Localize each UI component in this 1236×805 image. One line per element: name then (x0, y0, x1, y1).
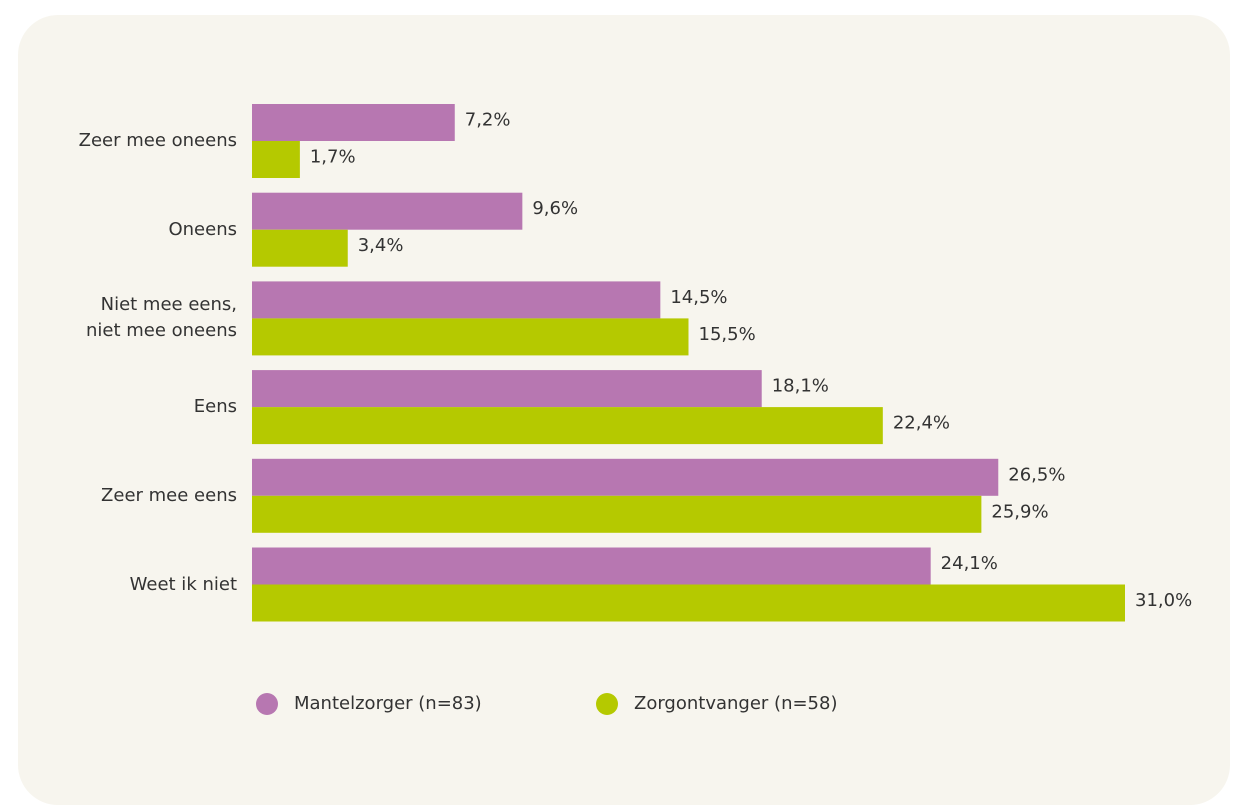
category-label: Oneens (168, 218, 237, 240)
bar (252, 370, 762, 408)
page: 7,2% 1,7% 9,6% 3,4% 14,5% 15,5% 18,1% 22,4% 26,5… (18, 15, 1230, 805)
category-label: Zeer mee oneens (78, 130, 237, 151)
bar (252, 229, 348, 267)
value-label: 9,6% (532, 198, 578, 219)
value-label: 14,5% (670, 287, 727, 308)
value-label: 7,2% (465, 110, 511, 131)
bar (252, 547, 931, 585)
category-label: Weet ik niet (129, 573, 237, 595)
bar (252, 104, 455, 141)
bar (252, 458, 999, 496)
category-label: Niet mee eens, niet mee oneens (85, 294, 237, 342)
value-label: 18,1% (772, 376, 829, 397)
value-label: 26,5% (1008, 464, 1065, 485)
chart: 7,2% 1,7% 9,6% 3,4% 14,5% 15,5% 18,1% 22,4% 26,5… (252, 104, 1192, 715)
category-label: Zeer mee eens (101, 484, 237, 506)
bar (252, 318, 689, 356)
category-label: Eens (193, 396, 237, 418)
value-label: 1,7% (310, 147, 356, 168)
legend-label: Zorgontvanger (n=58) (634, 693, 837, 714)
bar (252, 141, 300, 178)
legend-marker (256, 693, 278, 715)
bar (252, 407, 883, 445)
value-label: 22,4% (893, 413, 950, 434)
bar (252, 281, 661, 319)
bar (252, 584, 1125, 622)
value-label: 25,9% (991, 501, 1048, 522)
value-label: 24,1% (941, 553, 998, 574)
bar (252, 495, 982, 533)
legend-label: Mantelzorger (n=83) (294, 693, 482, 714)
value-label: 3,4% (358, 235, 404, 256)
legend-marker (596, 693, 618, 715)
value-label: 31,0% (1135, 590, 1192, 611)
bar (252, 192, 523, 230)
value-label: 15,5% (699, 324, 756, 345)
